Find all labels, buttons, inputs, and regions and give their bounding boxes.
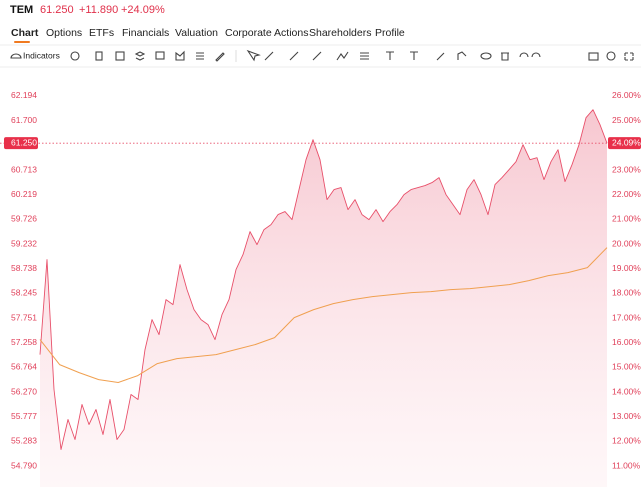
y2-tick-label: 26.00% <box>612 90 641 100</box>
fullscreen-icon[interactable] <box>624 52 634 61</box>
tab[interactable]: Valuation <box>175 27 218 39</box>
line <box>39 109 608 450</box>
y-tick-label: 57.751 <box>11 312 37 322</box>
y2-tick-label: 16.00% <box>612 337 641 347</box>
y-tick-label: 56.764 <box>11 362 37 372</box>
y-tick-label: 60.713 <box>11 164 37 174</box>
y2-tick-label: 18.00% <box>612 288 641 298</box>
y-tick-label: 62.194 <box>11 90 37 100</box>
plot: 62.194 61.700 60.713 60.219 59.726 59.232 58.7… <box>0 90 641 487</box>
change-pct: +24.09% <box>121 4 165 16</box>
y2-tick-label: 19.00% <box>612 263 641 273</box>
screenshot-icon[interactable] <box>588 52 599 61</box>
y2-tick-label: 23.00% <box>612 164 641 174</box>
brush-icon[interactable] <box>215 52 225 62</box>
tab-bar: Chart Options ETFs Financials Valuation Corpo… <box>11 27 405 39</box>
y2-tick-label: 11.00% <box>612 460 641 470</box>
y-tick-label: 57.258 <box>11 337 37 347</box>
indicators-button[interactable]: Indicators <box>23 50 60 60</box>
y2-tick-label: 15.00% <box>612 362 641 372</box>
tab[interactable]: Chart <box>11 27 39 39</box>
active-tab-indicator <box>14 41 30 43</box>
y2-tick-label: 13.00% <box>612 411 641 421</box>
line <box>39 247 608 383</box>
cursor-icon[interactable] <box>246 49 261 62</box>
chart-type-icon[interactable] <box>175 50 185 61</box>
tab[interactable]: ETFs <box>89 27 114 39</box>
tab[interactable]: Options <box>46 27 82 39</box>
drawing-tools[interactable] <box>264 51 467 61</box>
indicators-icon <box>10 53 22 59</box>
compare-icon[interactable] <box>155 51 165 60</box>
ticker: TEM <box>10 4 33 16</box>
undo-redo[interactable] <box>519 52 541 58</box>
candle-icon[interactable] <box>95 51 103 61</box>
replay-icon[interactable] <box>70 51 80 61</box>
y-tick-label: 55.283 <box>11 436 37 446</box>
y-tick-label: 58.738 <box>11 263 37 273</box>
y2-tick-label: 17.00% <box>612 312 641 322</box>
y-tick-label: 61.700 <box>11 115 37 125</box>
y-tick-label: 54.790 <box>11 460 37 470</box>
eye-icon[interactable] <box>480 52 492 60</box>
settings-icon[interactable] <box>606 51 616 61</box>
y2-tick-label: 22.00% <box>612 189 641 199</box>
text-icon[interactable] <box>196 52 204 60</box>
delete-icon[interactable] <box>501 52 509 61</box>
tab[interactable]: Profile <box>375 27 405 39</box>
y2-tick-label: 14.00% <box>612 386 641 396</box>
last-pct-tag <box>608 137 641 150</box>
y2-tick-label: 21.00% <box>612 214 641 224</box>
price: 61.250 <box>40 4 74 16</box>
toolbar: Indicators <box>10 49 634 62</box>
y-tick-label: 60.219 <box>11 189 37 199</box>
shape-icon[interactable] <box>115 51 125 61</box>
y-tick-label: 59.726 <box>11 214 37 224</box>
layers-icon[interactable] <box>134 51 146 61</box>
y-tick-label: 58.245 <box>11 288 37 298</box>
tab[interactable]: Corporate Actions <box>225 27 308 39</box>
y-tick-label: 56.270 <box>11 386 37 396</box>
area-fill <box>40 109 607 487</box>
y-tick-label: 55.777 <box>11 411 37 421</box>
y-tick-label: 59.232 <box>11 238 37 248</box>
tab[interactable]: Financials <box>122 27 169 39</box>
y2-tick-label: 12.00% <box>612 436 641 446</box>
last-pct-label: 24.09% <box>612 137 641 147</box>
last-price-tag <box>4 137 38 150</box>
change: +11.890 <box>79 4 118 16</box>
last-price-label: 61.250 <box>11 137 37 147</box>
y2-tick-label: 25.00% <box>612 115 641 125</box>
tab[interactable]: Shareholders <box>309 27 371 39</box>
y2-tick-label: 20.00% <box>612 238 641 248</box>
